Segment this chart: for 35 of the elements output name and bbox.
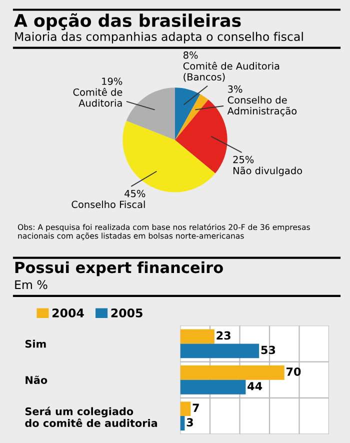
bar bbox=[180, 344, 260, 358]
slice-label: Comitê de Auditoria bbox=[73, 88, 122, 107]
data-label: 53 bbox=[261, 346, 276, 354]
pie-slice bbox=[175, 88, 200, 140]
pie-slice bbox=[175, 94, 208, 140]
data-label: 19% bbox=[102, 78, 122, 85]
data-label: 45% bbox=[124, 190, 146, 198]
slice-label: Comitê de Auditoria (Bancos) bbox=[183, 62, 280, 82]
bar bbox=[180, 380, 246, 394]
y-tick-label: Será um colegiado do comitê de auditoria bbox=[25, 406, 158, 428]
bar bbox=[180, 329, 214, 344]
y-tick-label: Não bbox=[26, 376, 48, 384]
data-label: 25% bbox=[233, 156, 254, 164]
bar bbox=[180, 402, 191, 416]
data-label: 8% bbox=[184, 51, 198, 59]
slice-label: Não divulgado bbox=[234, 166, 302, 176]
y-tick-label: Sim bbox=[25, 340, 46, 348]
data-label: 70 bbox=[286, 367, 301, 376]
pie-slice bbox=[126, 88, 175, 140]
data-label: 3 bbox=[186, 418, 193, 427]
text: Em % bbox=[15, 280, 48, 290]
pie-slice bbox=[175, 100, 228, 174]
data-label: 3% bbox=[228, 85, 242, 93]
data-label: 44 bbox=[248, 382, 262, 390]
chart-title: A opção das brasileiras bbox=[14, 13, 241, 30]
slice-label: Conselho de Administração bbox=[227, 96, 297, 116]
data-label: 23 bbox=[216, 331, 230, 340]
slice-label: Conselho Fiscal bbox=[72, 200, 145, 208]
chart-title: Possui expert financeiro bbox=[15, 261, 223, 276]
chart-subtitle: Maioria das companhias adapta o conselho fiscal bbox=[15, 32, 303, 44]
bar bbox=[180, 365, 284, 380]
legend-label: 2004 bbox=[52, 308, 84, 318]
bar bbox=[180, 416, 185, 431]
legend-label: 2005 bbox=[111, 308, 142, 318]
data-label: 7 bbox=[192, 404, 199, 412]
